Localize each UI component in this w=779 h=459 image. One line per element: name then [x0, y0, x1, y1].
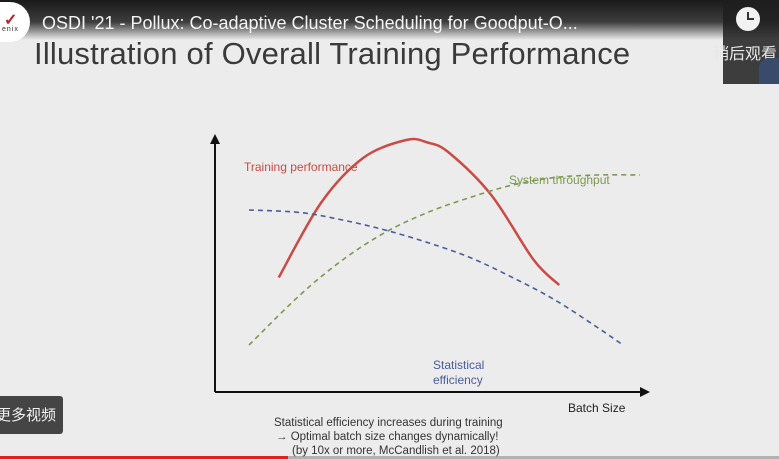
chart-label-layer: Training performance System throughput Sta…	[244, 160, 610, 387]
chart-series-layer	[248, 137, 641, 346]
x-axis-label: Batch Size	[568, 401, 626, 415]
training-performance-label: Training performance	[244, 160, 358, 174]
slide-title: Illustration of Overall Training Perform…	[34, 36, 631, 71]
statistical-efficiency-line	[248, 209, 624, 346]
caption-line-1: Statistical efficiency increases during …	[274, 417, 503, 429]
system-throughput-label: System throughput	[509, 173, 610, 187]
video-top-bar: ✓ enix OSDI '21 - Pollux: Co-adaptive Cl…	[0, 0, 779, 42]
statistical-efficiency-label-line-1: Statistical	[433, 358, 484, 372]
slide-caption: Statistical efficiency increases during …	[274, 416, 503, 458]
x-axis-arrow-icon	[640, 387, 650, 397]
channel-logo[interactable]: ✓ enix	[0, 2, 30, 42]
video-progress-bar[interactable]	[0, 456, 779, 459]
y-axis-arrow-icon	[210, 134, 220, 144]
progress-fill	[0, 456, 289, 459]
clock-icon	[736, 7, 760, 31]
training-performance-line	[277, 137, 561, 286]
system-throughput-line	[248, 174, 641, 346]
caption-line-2: → Optimal batch size changes dynamically…	[276, 431, 499, 443]
usenix-logo-icon: ✓	[4, 12, 18, 29]
video-title[interactable]: OSDI '21 - Pollux: Co-adaptive Cluster S…	[42, 13, 578, 33]
channel-logo-text: enix	[2, 26, 19, 33]
caption-line-3: (by 10x or more, McCandlish et al. 2018)	[292, 445, 500, 457]
watch-later-label: 稍后观看	[713, 44, 778, 63]
watch-later-button[interactable]: 稍后观看	[713, 0, 779, 84]
chart-axes: Batch Size	[210, 134, 650, 415]
statistical-efficiency-label-line-2: efficiency	[433, 373, 483, 387]
avatar	[759, 58, 779, 84]
more-videos-button[interactable]: 更多视频	[0, 396, 63, 434]
